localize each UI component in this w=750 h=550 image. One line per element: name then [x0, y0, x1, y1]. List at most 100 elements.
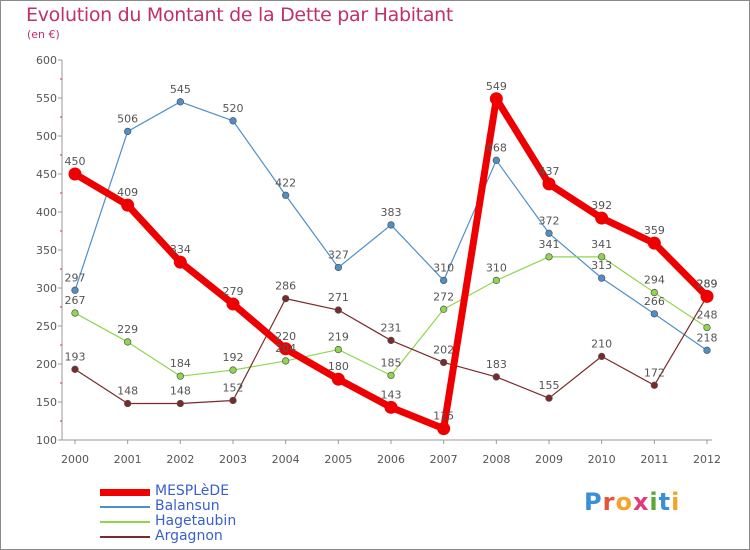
data-point [595, 211, 609, 225]
data-point [71, 286, 79, 294]
data-label: 184 [170, 357, 191, 370]
y-tick-label: 200 [36, 358, 57, 371]
data-label: 271 [328, 291, 349, 304]
legend-swatch [100, 488, 150, 496]
y-tick-label: 450 [36, 168, 57, 181]
data-label: 450 [65, 155, 86, 168]
data-label: 219 [328, 331, 349, 344]
data-label: 229 [117, 323, 138, 336]
data-point [68, 167, 82, 181]
data-label: 143 [381, 388, 402, 401]
data-label: 468 [486, 141, 507, 154]
data-point [650, 288, 658, 297]
data-label: 210 [591, 337, 612, 350]
data-label: 506 [117, 112, 138, 125]
y-tick-label: 150 [36, 396, 57, 409]
data-label: 180 [328, 360, 349, 373]
data-label: 297 [65, 271, 86, 284]
data-label: 272 [433, 290, 454, 303]
data-label: 549 [486, 80, 507, 93]
data-point [71, 309, 79, 317]
data-label: 155 [539, 379, 560, 392]
data-label: 204 [275, 342, 296, 355]
data-label: 310 [433, 261, 454, 274]
data-label: 115 [433, 410, 454, 423]
x-tick-label: 2010 [588, 453, 616, 466]
x-tick-label: 2007 [430, 453, 458, 466]
x-tick-label: 2008 [482, 453, 510, 466]
data-point [440, 358, 448, 367]
data-point [492, 373, 500, 381]
data-label: 218 [697, 331, 718, 344]
data-point [331, 372, 345, 386]
data-point [387, 336, 395, 345]
data-label: 294 [644, 274, 665, 287]
x-tick-label: 2012 [693, 453, 721, 466]
data-point [700, 289, 714, 303]
data-point [176, 98, 184, 106]
data-point [703, 346, 711, 354]
data-point [545, 394, 553, 402]
data-point [492, 276, 500, 285]
data-point [387, 371, 395, 380]
data-label: 220 [275, 330, 296, 343]
data-label: 359 [644, 224, 665, 237]
data-point [229, 366, 237, 374]
legend-swatch [100, 521, 150, 523]
legend-label: Balansun [155, 498, 220, 514]
proxiti-logo: Proxiti [584, 488, 680, 516]
data-label: 437 [539, 165, 560, 178]
data-point [71, 365, 79, 373]
legend-item: MESPLèDE [100, 483, 300, 500]
data-point [229, 117, 237, 125]
x-tick-label: 2003 [219, 453, 247, 466]
data-point [226, 297, 240, 311]
data-label: 286 [275, 280, 296, 293]
data-label: 327 [328, 248, 349, 261]
y-tick-label: 500 [36, 130, 57, 143]
legend-item: Balansun [100, 498, 300, 515]
x-tick-label: 2005 [324, 453, 352, 466]
data-point [650, 310, 658, 318]
logo-letter: o [615, 488, 633, 516]
legend-item: Argagnon [100, 528, 300, 545]
logo-letter: x [632, 488, 650, 516]
data-point [492, 156, 500, 164]
data-point [121, 198, 135, 212]
data-label: 310 [486, 261, 507, 274]
data-label: 248 [697, 309, 718, 322]
legend-swatch [100, 536, 150, 538]
logo-letter: t [658, 488, 672, 516]
data-point [647, 236, 661, 250]
data-point [282, 294, 290, 303]
data-point [334, 345, 342, 354]
x-tick-label: 2000 [61, 453, 89, 466]
y-tick-label: 550 [36, 92, 57, 105]
data-point [545, 253, 553, 261]
data-label: 231 [381, 321, 402, 334]
legend-item: Hagetaubin [100, 513, 300, 530]
data-label: 545 [170, 83, 191, 96]
x-tick-label: 2001 [114, 453, 142, 466]
data-point [279, 342, 293, 356]
y-tick-label: 400 [36, 206, 57, 219]
data-label: 148 [117, 385, 138, 398]
x-tick-label: 2004 [272, 453, 300, 466]
data-label: 341 [539, 238, 560, 251]
data-point [440, 276, 448, 285]
data-label: 192 [223, 351, 244, 364]
data-label: 266 [644, 295, 665, 308]
data-point [173, 255, 187, 269]
data-label: 289 [697, 277, 718, 290]
data-label: 148 [170, 385, 191, 398]
data-label: 279 [223, 285, 244, 298]
data-label: 383 [381, 206, 402, 219]
x-tick-label: 2011 [640, 453, 668, 466]
data-point [229, 396, 237, 405]
logo-letter: i [671, 488, 681, 516]
legend-label: MESPLèDE [155, 483, 230, 499]
data-point [545, 229, 553, 237]
data-label: 289 [697, 277, 718, 290]
